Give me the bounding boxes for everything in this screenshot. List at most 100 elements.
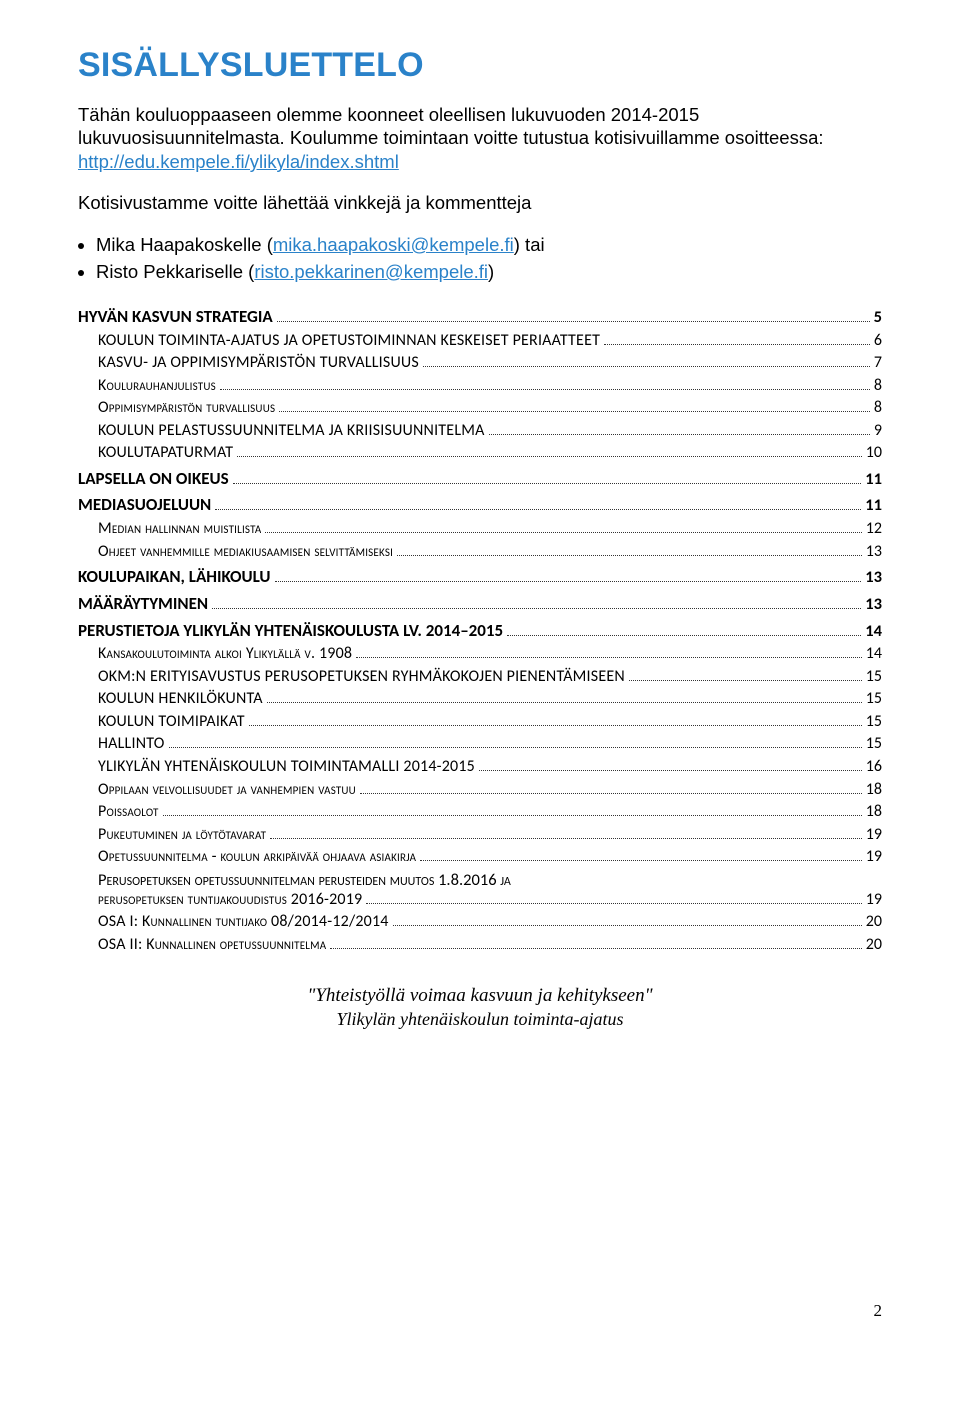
contact-prefix: Risto Pekkariselle ( [96,261,254,282]
toc-entry-label: OSA I: Kunnallinen tuntijako 08/2014-12/… [98,912,389,932]
footer-quote: "Yhteistyöllä voimaa kasvuun ja kehityks… [78,984,882,1008]
intro-paragraph-1: Tähän kouluoppaaseen olemme koonneet ole… [78,103,882,173]
toc-entry: OSA I: Kunnallinen tuntijako 08/2014-12/… [98,912,882,932]
page-title: SISÄLLYSLUETTELO [78,46,882,85]
toc-entry-label: YLIKYLÄN YHTENÄISKOULUN TOIMINTAMALLI 20… [98,757,475,777]
toc-leader [169,738,862,749]
toc-entry: Ohjeet vanhemmille mediakiusaamisen selv… [98,542,882,562]
toc-leader [212,598,861,609]
toc-leader [604,334,870,345]
toc-leader [423,356,870,367]
toc-entry-page: 14 [866,644,882,664]
contact-prefix: Mika Haapakoskelle ( [96,234,273,255]
toc-leader [249,715,862,726]
toc-leader [360,783,862,794]
toc-entry-label: Ohjeet vanhemmille mediakiusaamisen selv… [98,542,393,562]
toc-entry-label: Oppilaan velvollisuudet ja vanhempien va… [98,780,356,800]
toc-entry-page: 11 [865,495,882,515]
toc-leader [267,693,862,704]
toc-leader [279,401,870,412]
toc-entry-page: 10 [866,443,882,463]
toc-entry-page: 19 [866,847,882,867]
toc-leader [265,522,861,533]
toc-entry-page: 11 [865,469,882,489]
footer: "Yhteistyöllä voimaa kasvuun ja kehityks… [78,984,882,1030]
toc-entry-label: HALLINTO [98,734,165,754]
toc-leader [420,850,862,861]
toc-entry-label: OSA II: Kunnallinen opetussuunnitelma [98,935,326,955]
toc-entry: KOULUN HENKILÖKUNTA 15 [98,689,882,709]
toc-entry-page: 13 [865,567,882,587]
intro-paragraph-2: Kotisivustamme voitte lähettää vinkkejä … [78,191,882,214]
toc-entry: PERUSTIETOJA YLIKYLÄN YHTENÄISKOULUSTA L… [78,621,882,642]
toc-entry-label: LAPSELLA ON OIKEUS [78,469,229,490]
toc-entry-label: Poissaolot [98,802,159,822]
toc-entry: KOULUN PELASTUSSUUNNITELMA JA KRIISISUUN… [98,421,882,441]
toc-entry: KOULUPAIKAN, LÄHIKOULU 13 [78,567,882,588]
toc-entry-page: 8 [874,376,882,396]
contact-email-mika[interactable]: mika.haapakoski@kempele.fi [273,234,514,255]
toc-entry-page: 13 [866,542,882,562]
toc-entry: YLIKYLÄN YHTENÄISKOULUN TOIMINTAMALLI 20… [98,757,882,777]
contact-item-risto: Risto Pekkariselle (risto.pekkarinen@kem… [96,260,882,285]
toc-leader [507,625,861,636]
toc-leader [393,915,862,926]
toc-entry-label: KOULUN TOIMIPAIKAT [98,712,245,732]
toc-entry-page: 15 [866,734,882,754]
contact-suffix: ) tai [514,234,545,255]
toc-entry: Pukeutuminen ja löytötavarat19 [98,825,882,845]
toc-entry: Oppilaan velvollisuudet ja vanhempien va… [98,780,882,800]
toc-entry-label: Median hallinnan muistilista [98,519,261,539]
toc-entry: OSA II: Kunnallinen opetussuunnitelma 20 [98,935,882,955]
contact-email-risto[interactable]: risto.pekkarinen@kempele.fi [254,261,488,282]
toc-entry: Poissaolot 18 [98,802,882,822]
contact-suffix: ) [488,261,494,282]
toc-entry-page: 20 [866,935,882,955]
toc-entry-page: 6 [874,331,882,351]
toc-entry-label: KOULUPAIKAN, LÄHIKOULU [78,567,271,588]
toc-leader [479,760,862,771]
toc-leader [233,473,862,484]
toc-entry-page: 15 [866,667,882,687]
toc-entry: Koulurauhanjulistus8 [98,376,882,396]
toc-entry-label: Pukeutuminen ja löytötavarat [98,825,266,845]
table-of-contents: HYVÄN KASVUN STRATEGIA5 KOULUN TOIMINTA-A… [78,307,882,954]
toc-leader [277,311,870,322]
toc-entry: KOULUTAPATURMAT10 [98,443,882,463]
page-number: 2 [874,1301,883,1321]
toc-entry-page: 18 [866,802,882,822]
toc-entry: MÄÄRÄYTYMINEN13 [78,594,882,615]
toc-entry: KOULUN TOIMINTA-AJATUS JA OPETUSTOIMINNA… [98,331,882,351]
toc-entry: Oppimisympäristön turvallisuus 8 [98,398,882,418]
footer-subtitle: Ylikylän yhtenäiskoulun toiminta-ajatus [78,1008,882,1031]
toc-entry: LAPSELLA ON OIKEUS 11 [78,469,882,490]
toc-entry-page: 16 [866,757,882,777]
toc-entry-label: MÄÄRÄYTYMINEN [78,594,208,615]
toc-entry-label: OKM:N ERITYISAVUSTUS PERUSOPETUKSEN RYHM… [98,667,625,687]
toc-entry-label: MEDIASUOJELUUN [78,495,211,516]
toc-entry-page: 8 [874,398,882,418]
toc-entry-page: 15 [866,689,882,709]
toc-entry: Opetussuunnitelma - koulun arkipäivää oh… [98,847,882,867]
toc-leader [237,446,862,457]
toc-entry: HYVÄN KASVUN STRATEGIA5 [78,307,882,328]
toc-entry-label: perusopetuksen tuntijakouudistus 2016-20… [98,890,362,910]
toc-entry-label: Opetussuunnitelma - koulun arkipäivää oh… [98,847,416,867]
toc-entry-label: KOULUN HENKILÖKUNTA [98,689,263,709]
toc-entry-page: 15 [866,712,882,732]
toc-entry-label: Kansakoulutoiminta alkoi Ylikylällä v. 1… [98,644,352,664]
contact-item-mika: Mika Haapakoskelle (mika.haapakoski@kemp… [96,233,882,258]
toc-leader [397,545,862,556]
toc-entry-label: Oppimisympäristön turvallisuus [98,398,275,418]
toc-leader [220,379,870,390]
document-page: SISÄLLYSLUETTELO Tähän kouluoppaaseen ol… [0,0,960,1415]
toc-entry-page: 14 [865,621,882,641]
toc-entry-page: 5 [874,307,882,327]
toc-entry-page: 19 [866,890,882,910]
toc-entry: Median hallinnan muistilista 12 [98,519,882,539]
toc-entry: KOULUN TOIMIPAIKAT 15 [98,712,882,732]
toc-entry: HALLINTO 15 [98,734,882,754]
intro-link-site[interactable]: http://edu.kempele.fi/ylikyla/index.shtm… [78,151,399,172]
toc-entry-page: 12 [866,519,882,539]
toc-entry-label: KOULUN PELASTUSSUUNNITELMA JA KRIISISUUN… [98,421,485,441]
